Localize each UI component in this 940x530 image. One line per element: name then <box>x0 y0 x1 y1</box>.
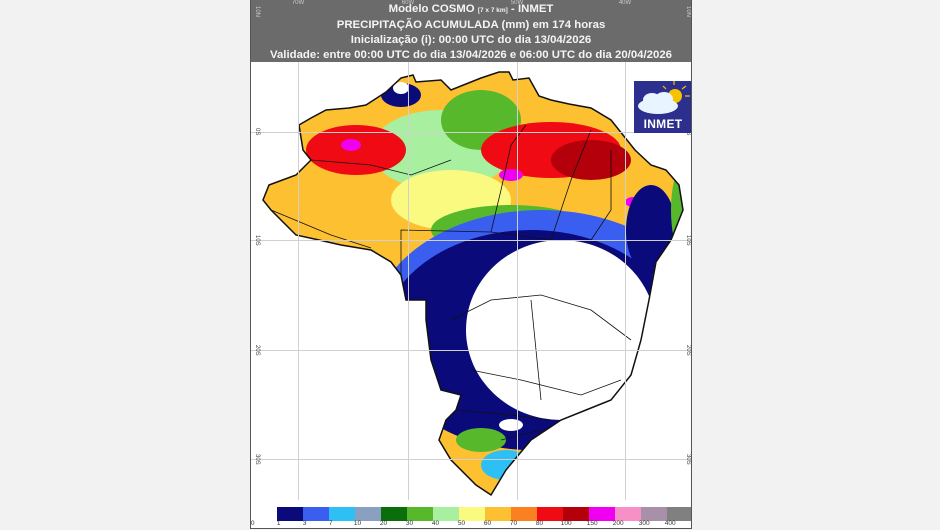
legend-swatch <box>511 507 537 521</box>
meridian-40w <box>625 0 626 500</box>
legend-tick: 200 <box>612 520 624 527</box>
legend-swatch <box>407 507 433 521</box>
legend-tick: 150 <box>586 520 598 527</box>
legend-swatch <box>381 507 407 521</box>
lat-label-10s: 10S <box>254 235 260 246</box>
legend-tick: 100 <box>560 520 572 527</box>
legend-swatch <box>329 507 355 521</box>
precipitation-map <box>262 71 684 497</box>
parallel-30s <box>251 459 691 460</box>
lon-label-50w: 50W <box>510 0 524 6</box>
map-figure: 0S 10S 20S 30S 0S 10S 20S 30S Modelo COS… <box>250 0 692 529</box>
inmet-logo: INMET <box>634 81 691 133</box>
legend-swatch <box>485 507 511 521</box>
legend-swatch <box>355 507 381 521</box>
legend-tick: 10 <box>353 520 362 527</box>
legend-swatch <box>277 507 303 521</box>
lat-label-30s-right: 30S <box>685 454 691 465</box>
lat-label-20s: 20S <box>254 345 260 356</box>
legend-swatch <box>303 507 329 521</box>
legend-tick: 1 <box>276 520 281 527</box>
lat-label-20s-right: 20S <box>685 345 691 356</box>
legend-tick: 30 <box>405 520 414 527</box>
legend-tick: 20 <box>379 520 388 527</box>
legend-swatch-0 <box>252 507 277 521</box>
meridian-70w <box>298 0 299 500</box>
product-title: PRECIPITAÇÃO ACUMULADA (mm) em 174 horas <box>336 19 606 31</box>
legend-swatch <box>641 507 667 521</box>
lon-label-60w: 60W <box>401 0 415 6</box>
inmet-logo-text: INMET <box>643 117 683 131</box>
lat-label-0: 0S <box>254 128 260 136</box>
legend-swatch <box>459 507 485 521</box>
legend-swatch <box>433 507 459 521</box>
legend-tick: 40 <box>431 520 440 527</box>
parallel-20s <box>251 350 691 351</box>
parallel-0 <box>251 132 691 133</box>
lat-label-30s: 30S <box>254 454 260 465</box>
legend-swatch <box>589 507 615 521</box>
legend-tick: 70 <box>509 520 518 527</box>
map-header: Modelo COSMO [7 x 7 km] - INMET PRECIPIT… <box>251 0 691 62</box>
legend-swatch <box>615 507 641 521</box>
legend-tick: 400 <box>664 520 676 527</box>
legend-tick: 0 <box>250 520 255 527</box>
model-title: Modelo COSMO [7 x 7 km] - INMET <box>388 3 554 15</box>
legend-tick: 80 <box>535 520 544 527</box>
legend-tick: 300 <box>638 520 650 527</box>
lon-label-40w: 40W <box>618 0 632 6</box>
legend-swatch <box>537 507 563 521</box>
lat-label-10s-right: 10S <box>685 235 691 246</box>
legend-ticks: 0 1 3 7 10 20 30 40 50 60 70 80 100 150 … <box>250 520 691 528</box>
meridian-50w <box>517 0 518 500</box>
lat-label-10n: 10N <box>254 6 260 18</box>
legend-swatch <box>667 507 691 521</box>
parallel-10s <box>251 240 691 241</box>
precipitation-legend <box>252 507 691 521</box>
lon-label-70w: 70W <box>291 0 305 6</box>
validity-period: Validade: entre 00:00 UTC do dia 13/04/2… <box>269 49 673 61</box>
legend-tick: 50 <box>457 520 466 527</box>
lat-label-10n-right: 10N <box>685 6 691 18</box>
legend-tick: 60 <box>483 520 492 527</box>
cloud-sun-icon <box>638 81 690 114</box>
meridian-60w <box>408 0 409 500</box>
legend-tick: 3 <box>302 520 307 527</box>
init-time: Inicialização (i): 00:00 UTC do dia 13/0… <box>350 34 592 46</box>
legend-tick: 7 <box>328 520 333 527</box>
legend-swatch <box>563 507 589 521</box>
